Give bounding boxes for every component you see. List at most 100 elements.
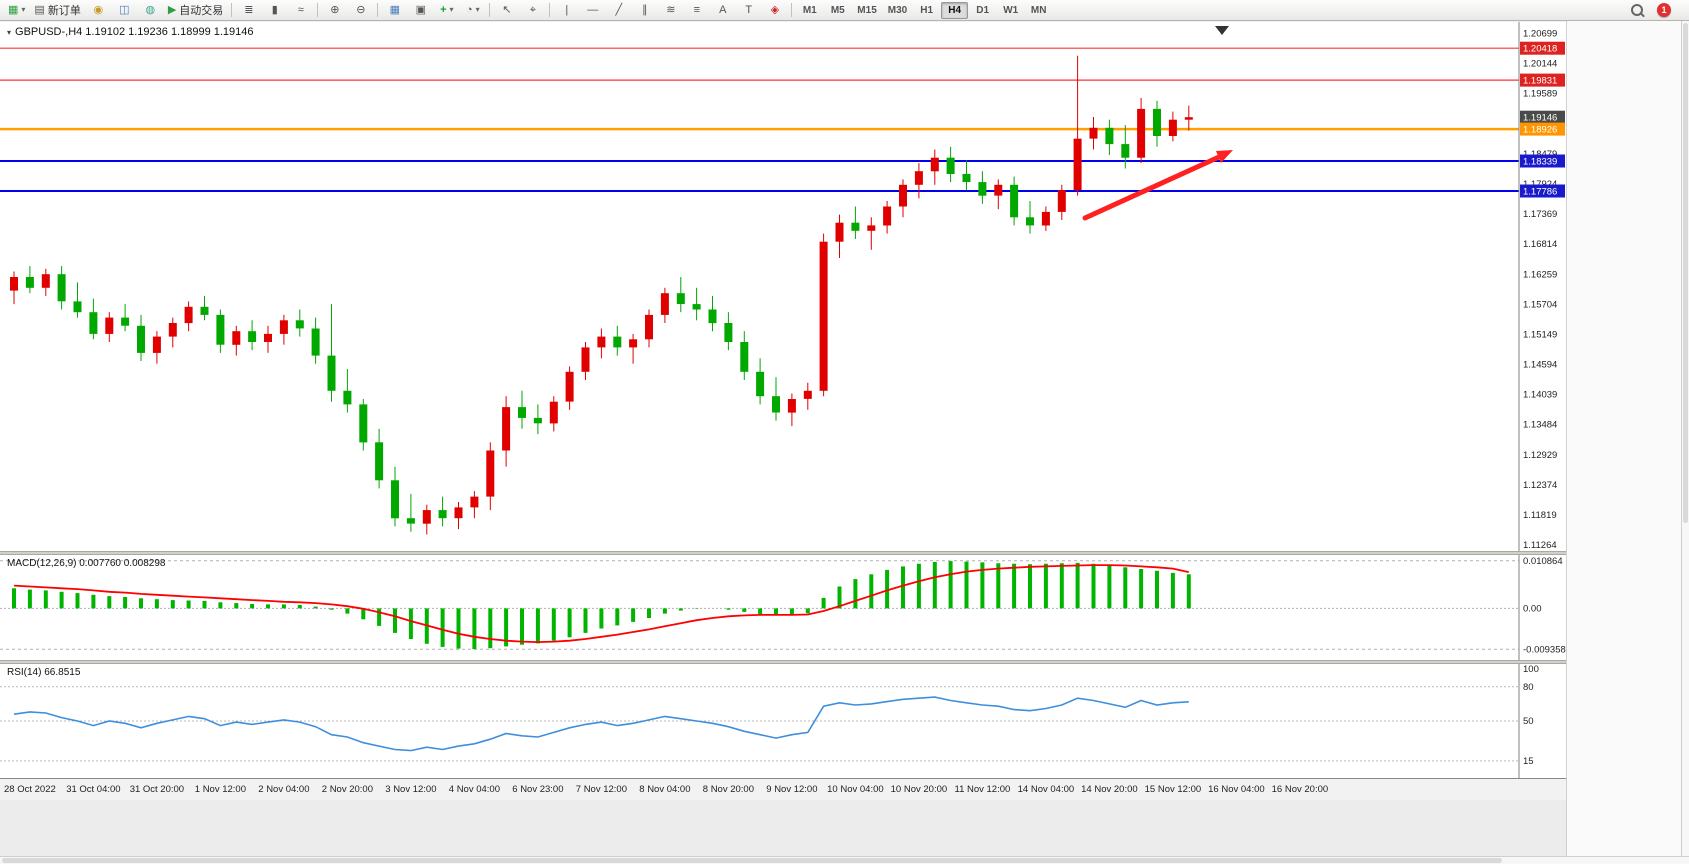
horizontal-scrollbar-thumb[interactable]: [2, 858, 1502, 863]
candlestick-button[interactable]: ▮: [262, 1, 287, 20]
toolbar-separator: [791, 3, 793, 17]
objects-list-button[interactable]: ≡: [684, 1, 709, 20]
zoom-out-button[interactable]: ⊖: [348, 1, 373, 20]
periods-button[interactable]: ◔ ▾: [460, 1, 485, 20]
time-axis-label: 2 Nov 20:00: [321, 784, 374, 795]
svg-text:1.17786: 1.17786: [1523, 187, 1557, 198]
notifications-badge[interactable]: 1: [1657, 3, 1671, 17]
svg-text:1.19146: 1.19146: [1523, 113, 1557, 124]
svg-text:15: 15: [1523, 756, 1534, 767]
autotrading-play-icon: ▶: [167, 3, 177, 16]
chevron-down-icon: ▾: [475, 5, 480, 14]
timeframe-m30[interactable]: M30: [887, 4, 908, 16]
channel-icon: ∥: [642, 3, 648, 16]
timeframe-m15[interactable]: M15: [857, 4, 877, 16]
timeframe-h4[interactable]: H4: [941, 1, 969, 19]
new-chart-icon: ▦: [8, 3, 19, 16]
toolbar: ▦ ▾ ▤ 新订单 ◉ ◫ ◍ ▶ 自动交易 ≣ ▮ ≈: [0, 0, 1689, 21]
toolbar-separator: [377, 3, 379, 17]
svg-text:1.14039: 1.14039: [1523, 390, 1557, 401]
shapes-button[interactable]: ◈: [762, 1, 787, 20]
templates-icon: ▣: [415, 3, 426, 16]
panel-divider[interactable]: [0, 551, 1566, 555]
new-chart-button[interactable]: ▦ ▾: [4, 1, 29, 20]
horizontal-scrollbar[interactable]: [0, 856, 1689, 864]
fibonacci-button[interactable]: ≋: [658, 1, 683, 20]
svg-text:-0.009358: -0.009358: [1523, 644, 1566, 655]
time-axis-label: 31 Oct 20:00: [129, 784, 185, 795]
macd-label: MACD(12,26,9) 0.007760 0.008298: [7, 558, 166, 569]
svg-text:1.20144: 1.20144: [1523, 59, 1557, 70]
time-axis-label: 15 Nov 12:00: [1144, 784, 1202, 795]
timeframe-mn[interactable]: MN: [1030, 4, 1047, 16]
line-chart-button[interactable]: ≈: [288, 1, 313, 20]
vertical-line-icon: |: [565, 3, 569, 16]
autotrading-button[interactable]: ▶ 自动交易: [164, 1, 227, 20]
symbol-ohlc-label-row: ▾ GBPUSD-,H4 1.19102 1.19236 1.18999 1.19…: [7, 26, 254, 38]
time-axis-label: 16 Nov 04:00: [1208, 784, 1265, 795]
crosshair-icon: ⌖: [529, 3, 536, 16]
svg-text:1.15704: 1.15704: [1523, 299, 1557, 310]
cursor-button[interactable]: ↖: [494, 1, 519, 20]
svg-text:1.16814: 1.16814: [1523, 239, 1557, 250]
trendline-button[interactable]: ╱: [606, 1, 631, 20]
timeframe-w1[interactable]: W1: [1003, 4, 1019, 16]
time-axis-label: 14 Nov 20:00: [1081, 784, 1138, 795]
timeframe-m1[interactable]: M1: [802, 4, 817, 16]
autotrading-label: 自动交易: [179, 5, 224, 17]
toolbar-separator: [489, 3, 491, 17]
bar-chart-button[interactable]: ≣: [236, 1, 261, 20]
add-indicator-icon: +: [440, 3, 447, 16]
vertical-scrollbar-thumb[interactable]: [1683, 23, 1688, 523]
timeframe-m5[interactable]: M5: [830, 4, 845, 16]
zoom-out-icon: ⊖: [356, 3, 366, 16]
objects-list-icon: ≡: [693, 3, 700, 16]
tile-windows-icon: ▦: [389, 3, 400, 16]
channel-button[interactable]: ∥: [632, 1, 657, 20]
svg-text:80: 80: [1523, 682, 1534, 693]
text-label-button[interactable]: T: [736, 1, 761, 20]
svg-text:1.16259: 1.16259: [1523, 269, 1557, 280]
add-indicator-button[interactable]: + ▾: [434, 1, 459, 20]
bottom-margin: [0, 800, 1566, 856]
compass-button[interactable]: ◉: [86, 1, 111, 20]
svg-text:1.15149: 1.15149: [1523, 329, 1557, 340]
text-label-icon: T: [745, 3, 753, 16]
macd-indicator-canvas[interactable]: 0.010864 0.00 -0.009358: [0, 555, 1566, 660]
charts-button[interactable]: ◫: [112, 1, 137, 20]
svg-text:0.010864: 0.010864: [1523, 556, 1563, 567]
timeframe-d1[interactable]: D1: [976, 4, 990, 16]
svg-text:100: 100: [1523, 664, 1539, 675]
time-axis-label: 16 Nov 20:00: [1271, 784, 1329, 795]
crosshair-button[interactable]: ⌖: [520, 1, 545, 20]
templates-button[interactable]: ▣: [408, 1, 433, 20]
cursor-icon: ↖: [502, 3, 512, 16]
chevron-down-icon: ▾: [21, 5, 26, 14]
horizontal-line-icon: ―: [587, 3, 599, 16]
text-button[interactable]: A: [710, 1, 735, 20]
svg-text:1.20699: 1.20699: [1523, 29, 1557, 40]
market-watch-icon: ◍: [145, 3, 156, 16]
tile-windows-button[interactable]: ▦: [382, 1, 407, 20]
vertical-scrollbar[interactable]: [1681, 21, 1689, 856]
time-axis[interactable]: 28 Oct 2022 31 Oct 04:00 31 Oct 20:00 1 Nov…: [0, 778, 1566, 801]
vertical-line-button[interactable]: |: [554, 1, 579, 20]
search-button[interactable]: [1624, 1, 1649, 20]
rsi-indicator-canvas[interactable]: 100 80 50 15: [0, 664, 1566, 778]
text-icon: A: [719, 3, 727, 16]
time-axis-label: 6 Nov 23:00: [512, 784, 564, 795]
time-axis-label: 11 Nov 12:00: [954, 784, 1011, 795]
chart-menu-icon[interactable]: ▾: [7, 28, 12, 37]
horizontal-line-button[interactable]: ―: [580, 1, 605, 20]
new-order-button[interactable]: ▤ 新订单: [30, 1, 84, 20]
compass-icon: ◉: [93, 3, 104, 16]
time-axis-label: 9 Nov 12:00: [766, 784, 818, 795]
zoom-in-button[interactable]: ⊕: [322, 1, 347, 20]
market-watch-button[interactable]: ◍: [138, 1, 163, 20]
timeframe-h1[interactable]: H1: [920, 4, 934, 16]
price-chart-canvas[interactable]: 1.206991.201441.195891.184791.179241.173…: [0, 22, 1566, 551]
chevron-down-icon: ▾: [449, 5, 454, 14]
panel-divider[interactable]: [0, 660, 1566, 664]
svg-text:1.13484: 1.13484: [1523, 420, 1557, 431]
